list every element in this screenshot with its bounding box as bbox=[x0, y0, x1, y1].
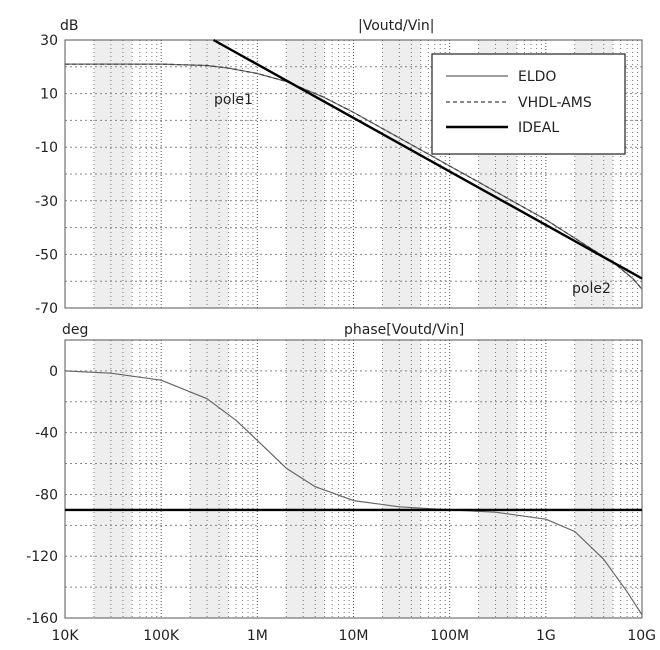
magnitude-y-tick-label: 10 bbox=[40, 87, 58, 103]
legend-box bbox=[431, 53, 626, 155]
phase-grid bbox=[64, 339, 643, 619]
magnitude-unit-label: dB bbox=[60, 18, 79, 34]
phase-grid-band bbox=[574, 340, 614, 618]
phase-plot-frame bbox=[64, 339, 643, 619]
phase-grid-band bbox=[286, 340, 325, 618]
x-tick-label: 1G bbox=[536, 628, 556, 644]
phase-y-tick-label: -120 bbox=[26, 549, 58, 565]
phase-y-tick-label: -160 bbox=[26, 611, 58, 627]
x-tick-label: 1M bbox=[247, 628, 268, 644]
phase-grid-band bbox=[478, 340, 517, 618]
x-tick-label: 10M bbox=[339, 628, 369, 644]
frequency-x-ticks: 10K 100K 1M 10M 100M 1G 10G bbox=[52, 628, 657, 644]
magnitude-y-tick-label: -70 bbox=[35, 301, 58, 317]
phase-y-tick-label: -40 bbox=[35, 426, 58, 442]
phase-series-eldo bbox=[64, 370, 643, 616]
legend-label-ideal: IDEAL bbox=[518, 120, 559, 136]
magnitude-series bbox=[65, 38, 643, 290]
phase-grid-band bbox=[93, 340, 133, 618]
pole1-annotation: pole1 bbox=[214, 92, 253, 108]
magnitude-title: |Voutd/Vin| bbox=[358, 18, 435, 34]
magnitude-y-tick-label: 30 bbox=[40, 33, 58, 49]
magnitude-plot-frame bbox=[64, 39, 643, 309]
magnitude-y-tick-label: -50 bbox=[35, 247, 58, 263]
phase-y-ticks: 0 -40 -80 -120 -160 bbox=[26, 364, 58, 627]
magnitude-y-tick-label: -30 bbox=[35, 194, 58, 210]
legend-label-eldo: ELDO bbox=[518, 69, 556, 85]
x-tick-label: 10G bbox=[627, 628, 656, 644]
legend: ELDO VHDL-AMS IDEAL bbox=[431, 53, 626, 155]
magnitude-series-ideal bbox=[212, 38, 643, 280]
legend-label-vhdl-ams: VHDL-AMS bbox=[518, 95, 592, 111]
phase-title: phase[Voutd/Vin] bbox=[344, 322, 464, 338]
magnitude-y-ticks: 30 10 -10 -30 -50 -70 bbox=[35, 33, 58, 317]
pole2-annotation: pole2 bbox=[572, 281, 611, 297]
x-tick-label: 100K bbox=[143, 628, 180, 644]
magnitude-grid bbox=[64, 39, 643, 309]
phase-grid-band bbox=[382, 340, 421, 618]
phase-series bbox=[64, 370, 643, 616]
x-tick-label: 10K bbox=[52, 628, 80, 644]
x-tick-label: 100M bbox=[430, 628, 469, 644]
magnitude-y-tick-label: -10 bbox=[35, 140, 58, 156]
phase-y-tick-label: 0 bbox=[49, 364, 58, 380]
phase-y-tick-label: -80 bbox=[35, 487, 58, 503]
phase-grid-band bbox=[190, 340, 229, 618]
phase-unit-label: deg bbox=[62, 322, 88, 338]
